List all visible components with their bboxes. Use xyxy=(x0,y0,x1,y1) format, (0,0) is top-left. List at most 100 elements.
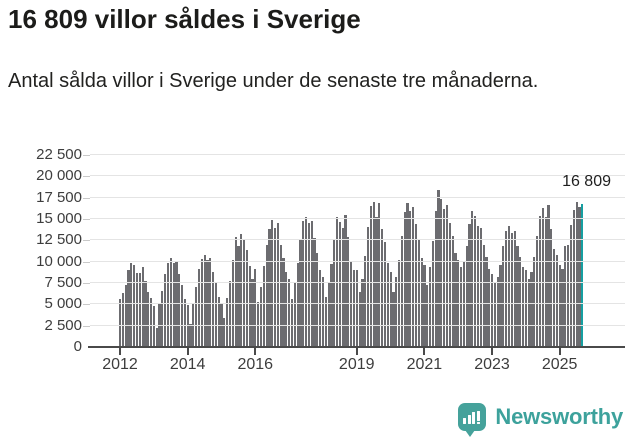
bar xyxy=(569,225,573,347)
bar xyxy=(290,299,294,347)
bar xyxy=(189,324,192,347)
bar xyxy=(254,268,257,347)
bar xyxy=(217,296,220,347)
bar xyxy=(209,258,212,347)
chart-subtitle: Antal sålda villor i Sverige under de se… xyxy=(8,70,539,92)
bar xyxy=(237,245,240,347)
bar xyxy=(403,212,406,347)
bar xyxy=(262,266,265,347)
x-axis-tick-label: 2014 xyxy=(169,356,206,373)
bar xyxy=(555,255,558,347)
bar xyxy=(530,272,533,347)
bar xyxy=(468,224,471,347)
newsworthy-logo-icon xyxy=(458,403,487,437)
x-tick-mark xyxy=(558,348,561,355)
last-value-annotation: 16 809 xyxy=(562,173,611,190)
bar xyxy=(437,190,440,347)
y-axis-tick-label: 0 xyxy=(73,338,82,355)
bar xyxy=(522,266,525,347)
bar xyxy=(496,277,499,347)
x-axis-tick-label: 2023 xyxy=(474,356,510,373)
bar xyxy=(259,287,263,347)
bar xyxy=(502,246,505,347)
gridline xyxy=(90,324,625,326)
bar xyxy=(119,299,122,347)
bar xyxy=(265,244,268,347)
x-axis-tick-label: 2012 xyxy=(102,356,138,373)
bar xyxy=(186,305,189,347)
bar xyxy=(181,284,184,347)
bar xyxy=(124,284,127,347)
bar xyxy=(212,272,215,347)
bar xyxy=(553,248,556,347)
plot-area xyxy=(90,150,625,347)
bar xyxy=(166,263,170,347)
bar xyxy=(152,306,155,347)
x-axis-tick-label: 2016 xyxy=(237,356,274,373)
bar xyxy=(319,270,322,347)
x-tick-mark xyxy=(254,348,257,355)
highlighted-bar xyxy=(581,203,584,347)
y-axis-tick-label: 7 500 xyxy=(44,274,82,292)
bar xyxy=(307,223,310,347)
bar xyxy=(138,272,141,347)
x-tick-mark xyxy=(423,348,426,355)
bar xyxy=(200,259,203,347)
bar xyxy=(338,221,341,347)
bar xyxy=(558,265,561,347)
bar xyxy=(488,268,491,347)
gridline xyxy=(90,239,625,241)
x-tick-mark xyxy=(355,348,358,355)
logo-bar-icon xyxy=(472,412,476,424)
y-axis-tick-label: 15 000 xyxy=(36,210,82,228)
y-axis-tick-label: 12 500 xyxy=(36,231,82,249)
bar xyxy=(130,263,133,347)
bar xyxy=(445,205,449,347)
bar xyxy=(507,225,511,347)
bar xyxy=(378,202,381,347)
bar xyxy=(282,258,285,347)
bar xyxy=(479,227,482,347)
bar xyxy=(324,296,327,347)
gridline xyxy=(90,196,625,198)
bar xyxy=(364,255,367,347)
x-tick-mark xyxy=(186,348,189,355)
bar xyxy=(575,202,578,347)
bar xyxy=(440,198,443,347)
bar xyxy=(400,236,403,347)
bar xyxy=(285,272,288,347)
bar xyxy=(564,245,567,347)
logo-bar-icon xyxy=(467,415,471,424)
bar xyxy=(431,241,434,347)
bar xyxy=(274,227,277,347)
bar xyxy=(412,207,415,347)
brand-footer: Newsworthy xyxy=(458,399,623,437)
gridline xyxy=(90,154,625,156)
bar xyxy=(127,270,130,347)
brand-name: Newsworthy xyxy=(495,404,623,429)
bar xyxy=(578,207,581,347)
bar xyxy=(172,262,175,347)
bar xyxy=(429,266,432,347)
bar xyxy=(369,206,372,347)
bar xyxy=(299,240,302,347)
bar xyxy=(541,208,544,347)
bar xyxy=(355,270,358,347)
bar xyxy=(344,214,347,347)
bar xyxy=(544,216,547,347)
logo-exclamation-dot-icon xyxy=(477,422,481,424)
bar xyxy=(203,254,206,347)
bar xyxy=(423,265,426,347)
bar xyxy=(533,256,536,347)
y-axis-tick-label: 5 000 xyxy=(44,295,82,313)
bar xyxy=(169,258,172,347)
bar xyxy=(310,220,313,347)
bar xyxy=(361,278,364,347)
bar xyxy=(434,210,437,347)
y-tick-mark xyxy=(83,325,90,327)
bar xyxy=(392,292,395,347)
bar xyxy=(144,280,147,347)
y-tick-mark xyxy=(83,304,90,306)
bar xyxy=(240,233,243,347)
bar xyxy=(499,265,502,347)
